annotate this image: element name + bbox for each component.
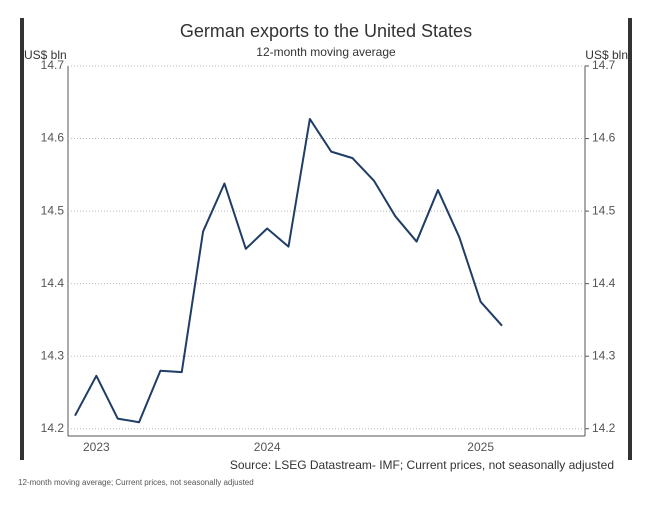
y2-tick-label: 14.4	[592, 276, 616, 290]
y2-tick-label: 14.6	[592, 131, 616, 145]
footnote: 12-month moving average; Current prices,…	[18, 478, 254, 487]
y2-tick-label: 14.2	[592, 421, 616, 435]
y-tick-label: 14.2	[41, 421, 65, 435]
x-tick-label: 2023	[83, 440, 110, 454]
y2-tick-label: 14.5	[592, 203, 616, 217]
x-tick-label: 2025	[467, 440, 494, 454]
y-tick-label: 14.5	[41, 203, 65, 217]
line	[74, 117, 503, 424]
left-bar	[20, 18, 24, 460]
right-bar	[628, 18, 632, 460]
chart-subtitle: 12-month moving average	[256, 45, 396, 59]
chart-title: German exports to the United States	[180, 21, 472, 41]
y2-tick-label: 14.7	[592, 58, 616, 72]
source: Source: LSEG Datastream- IMF; Current pr…	[230, 458, 614, 472]
y-tick-label: 14.7	[41, 58, 65, 72]
y2-tick-label: 14.3	[592, 348, 616, 362]
y-tick-label: 14.3	[41, 348, 65, 362]
x-tick-label: 2024	[254, 440, 281, 454]
y2-axis-label: US$ bln	[585, 48, 628, 62]
y-tick-label: 14.6	[41, 131, 65, 145]
y-tick-label: 14.4	[41, 276, 65, 290]
y-axis-label: US$ bln	[24, 48, 67, 62]
